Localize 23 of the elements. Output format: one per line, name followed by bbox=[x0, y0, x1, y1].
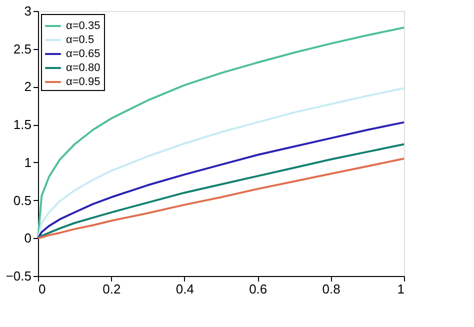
legend-label: α=0.80 bbox=[66, 62, 100, 74]
legend-label: α=0.35 bbox=[66, 20, 100, 32]
y-tick-label: −0.5 bbox=[6, 268, 32, 284]
y-tick-label: 1.5 bbox=[13, 117, 32, 132]
y-tick-label: 2.5 bbox=[13, 41, 32, 56]
x-tick-label: 0 bbox=[38, 282, 46, 296]
line-series bbox=[37, 121, 405, 240]
y-tick-label: 2 bbox=[24, 79, 32, 94]
line-series bbox=[37, 158, 405, 240]
line-series bbox=[37, 87, 405, 240]
y-tick-label: 0 bbox=[24, 230, 32, 246]
y-tick-label: 1 bbox=[24, 154, 32, 170]
x-tick-label: 0.8 bbox=[322, 282, 340, 296]
legend-label: α=0.5 bbox=[66, 34, 94, 46]
y-tick-label: 0.5 bbox=[13, 192, 32, 208]
x-tick-label: 0.6 bbox=[249, 282, 268, 296]
x-tick-label: 0.2 bbox=[102, 282, 121, 296]
x-tick-label: 0.4 bbox=[176, 282, 194, 296]
legend-label: α=0.65 bbox=[66, 48, 100, 60]
x-tick-label: 1 bbox=[397, 282, 404, 296]
y-tick-label: 3 bbox=[24, 4, 32, 18]
line-series bbox=[37, 143, 405, 240]
legend-label: α=0.95 bbox=[66, 76, 100, 88]
